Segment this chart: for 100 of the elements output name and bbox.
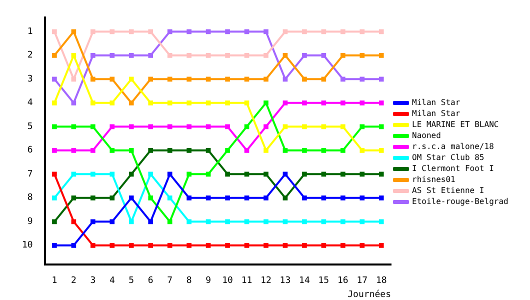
point [360,124,365,130]
point [148,148,154,153]
point [321,124,326,130]
point [340,172,346,177]
point [244,242,250,248]
point [71,29,76,34]
x-tick-label: 17 [356,276,368,286]
point [340,100,346,106]
point [264,148,268,153]
point [206,100,211,106]
legend-label: r.s.c.a malone/18 [412,142,494,152]
point [340,52,346,58]
point [110,219,115,224]
point [186,172,192,177]
point [52,195,57,200]
point [282,195,288,200]
point [321,195,326,200]
point [302,172,307,177]
point [148,76,154,82]
point [167,219,172,224]
point [360,76,365,82]
x-tick-label: 3 [90,276,96,286]
point [225,148,230,153]
point [71,52,76,58]
point [244,172,250,177]
point [206,219,211,224]
point [321,100,326,106]
point [128,219,134,224]
point [360,29,365,34]
point [302,219,307,224]
point [225,219,230,224]
point [167,124,172,130]
point [90,172,96,177]
point [321,148,326,153]
point [167,52,172,58]
point [148,242,154,248]
point [167,195,172,200]
point [225,52,230,58]
point [206,124,211,130]
point [340,124,346,130]
point [90,148,96,153]
point [302,124,307,130]
point [340,242,346,248]
point [282,76,288,82]
point [225,195,230,200]
point [148,100,154,106]
point [167,148,172,153]
point [167,76,172,82]
point [360,195,365,200]
point [71,100,76,106]
point [378,76,384,82]
y-tick-label: 2 [27,50,33,61]
point [360,100,365,106]
point [225,172,230,177]
point [186,124,192,130]
point [282,148,288,153]
point [148,172,154,177]
point [206,172,211,177]
point [186,52,192,58]
point [264,124,268,130]
x-tick-label: 2 [70,276,76,286]
point [264,52,268,58]
y-tick-label: 9 [27,216,33,227]
point [90,52,96,58]
point [282,52,288,58]
y-tick-label: 4 [27,98,33,108]
y-tick-label: 5 [27,122,33,132]
legend-label: AS St Etienne I [412,186,484,196]
x-tick-label: 14 [299,276,310,286]
point [244,195,250,200]
point [52,52,57,58]
point [340,76,346,82]
point [128,242,134,248]
point [321,219,326,224]
point [148,219,154,224]
point [244,148,250,153]
point [110,242,115,248]
x-tick-label: 11 [241,276,252,286]
legend-label: Naoned [412,131,442,140]
point [71,148,76,153]
legend-label: I Clermont Foot I [412,164,494,174]
point [110,172,115,177]
point [148,195,154,200]
point [52,76,57,82]
x-axis-title: Journées [348,288,391,300]
point [90,76,96,82]
point [302,76,307,82]
point [378,219,384,224]
point [52,219,57,224]
point [167,172,172,177]
y-tick-label: 6 [27,146,33,156]
x-tick-label: 10 [222,276,233,286]
point [128,29,134,34]
point [282,242,288,248]
point [110,124,115,130]
point [110,76,115,82]
point [360,219,365,224]
legend-label: rhisnes01 [412,175,456,184]
point [186,148,192,153]
point [302,100,307,106]
